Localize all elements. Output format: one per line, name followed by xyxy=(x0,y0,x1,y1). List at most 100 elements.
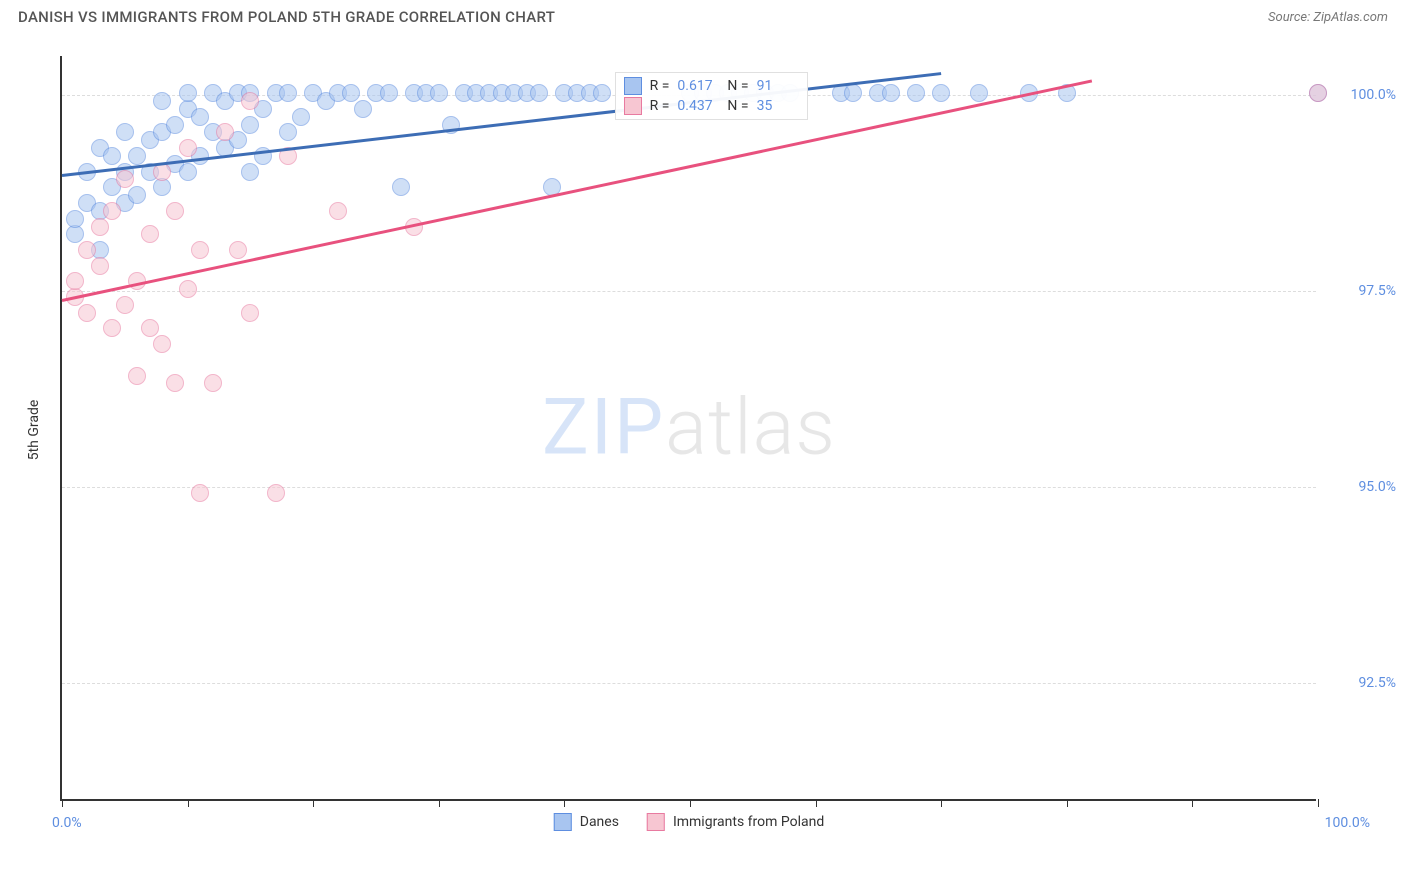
scatter-point xyxy=(342,84,360,102)
stat-label: N = xyxy=(727,78,748,94)
scatter-point xyxy=(932,84,950,102)
scatter-point xyxy=(179,163,197,181)
scatter-point xyxy=(103,202,121,220)
legend-item: Immigrants from Poland xyxy=(647,813,824,831)
watermark-zip: ZIP xyxy=(542,382,665,473)
scatter-point xyxy=(241,116,259,134)
scatter-point xyxy=(216,123,234,141)
x-tick xyxy=(313,799,314,807)
correlation-stats-box: R =0.617N =91R =0.437N =35 xyxy=(615,72,808,120)
scatter-point xyxy=(241,92,259,110)
scatter-point xyxy=(329,202,347,220)
legend-swatch xyxy=(647,813,665,831)
scatter-point xyxy=(530,84,548,102)
scatter-point xyxy=(229,241,247,259)
x-axis-max-label: 100.0% xyxy=(1325,815,1370,831)
stats-row: R =0.437N =35 xyxy=(624,97,799,115)
scatter-point xyxy=(267,484,285,502)
stat-r-value: 0.617 xyxy=(677,78,719,94)
scatter-point xyxy=(279,84,297,102)
scatter-point xyxy=(593,84,611,102)
scatter-point xyxy=(141,225,159,243)
scatter-point xyxy=(179,139,197,157)
x-tick xyxy=(690,799,691,807)
scatter-point xyxy=(66,210,84,228)
scatter-point xyxy=(66,225,84,243)
scatter-point xyxy=(241,163,259,181)
y-tick-label: 100.0% xyxy=(1351,87,1396,103)
scatter-point xyxy=(292,108,310,126)
scatter-point xyxy=(116,170,134,188)
legend-swatch xyxy=(624,77,642,95)
legend: Danes Immigrants from Poland xyxy=(554,813,825,831)
y-tick-label: 92.5% xyxy=(1358,675,1396,691)
scatter-point xyxy=(191,241,209,259)
x-tick xyxy=(816,799,817,807)
x-tick xyxy=(941,799,942,807)
gridline-h xyxy=(62,291,1316,292)
scatter-point xyxy=(354,100,372,118)
scatter-point xyxy=(204,374,222,392)
scatter-point xyxy=(91,218,109,236)
stat-n-value: 91 xyxy=(757,78,799,94)
scatter-point xyxy=(179,280,197,298)
scatter-point xyxy=(116,296,134,314)
scatter-point xyxy=(1309,84,1327,102)
scatter-point xyxy=(166,202,184,220)
scatter-point xyxy=(78,304,96,322)
scatter-point xyxy=(166,116,184,134)
legend-swatch xyxy=(554,813,572,831)
gridline-h xyxy=(62,683,1316,684)
scatter-point xyxy=(153,335,171,353)
scatter-point xyxy=(103,319,121,337)
scatter-point xyxy=(116,123,134,141)
x-tick xyxy=(564,799,565,807)
scatter-point xyxy=(882,84,900,102)
scatter-point xyxy=(380,84,398,102)
x-tick xyxy=(1318,799,1319,807)
x-tick xyxy=(1067,799,1068,807)
scatter-point xyxy=(191,108,209,126)
scatter-point xyxy=(166,374,184,392)
scatter-point xyxy=(91,257,109,275)
x-tick xyxy=(188,799,189,807)
scatter-point xyxy=(153,178,171,196)
stats-row: R =0.617N =91 xyxy=(624,77,799,95)
x-axis-min-label: 0.0% xyxy=(52,815,82,831)
legend-swatch xyxy=(624,97,642,115)
y-tick-label: 97.5% xyxy=(1358,283,1396,299)
gridline-h xyxy=(62,487,1316,488)
scatter-point xyxy=(970,84,988,102)
x-tick xyxy=(439,799,440,807)
scatter-point xyxy=(191,484,209,502)
plot-area: ZIPatlas R =0.617N =91R =0.437N =35 0.0%… xyxy=(60,56,1316,801)
stat-label: R = xyxy=(650,98,670,114)
chart-header: DANISH VS IMMIGRANTS FROM POLAND 5TH GRA… xyxy=(0,0,1406,32)
chart-title: DANISH VS IMMIGRANTS FROM POLAND 5TH GRA… xyxy=(18,8,555,26)
scatter-point xyxy=(103,147,121,165)
scatter-point xyxy=(279,123,297,141)
legend-item: Danes xyxy=(554,813,619,831)
scatter-point xyxy=(392,178,410,196)
x-tick xyxy=(1192,799,1193,807)
scatter-point xyxy=(141,319,159,337)
legend-label: Danes xyxy=(580,814,619,830)
scatter-point xyxy=(430,84,448,102)
scatter-point xyxy=(907,84,925,102)
stat-r-value: 0.437 xyxy=(677,98,719,114)
scatter-point xyxy=(128,147,146,165)
stat-n-value: 35 xyxy=(757,98,799,114)
scatter-point xyxy=(844,84,862,102)
x-tick xyxy=(62,799,63,807)
scatter-point xyxy=(66,272,84,290)
trend-line xyxy=(62,80,1093,303)
watermark: ZIPatlas xyxy=(542,382,836,473)
scatter-point xyxy=(128,186,146,204)
scatter-point xyxy=(128,367,146,385)
scatter-point xyxy=(241,304,259,322)
scatter-point xyxy=(78,241,96,259)
scatter-point xyxy=(153,92,171,110)
source-attribution: Source: ZipAtlas.com xyxy=(1268,10,1388,25)
watermark-atlas: atlas xyxy=(665,382,836,473)
y-tick-label: 95.0% xyxy=(1358,479,1396,495)
